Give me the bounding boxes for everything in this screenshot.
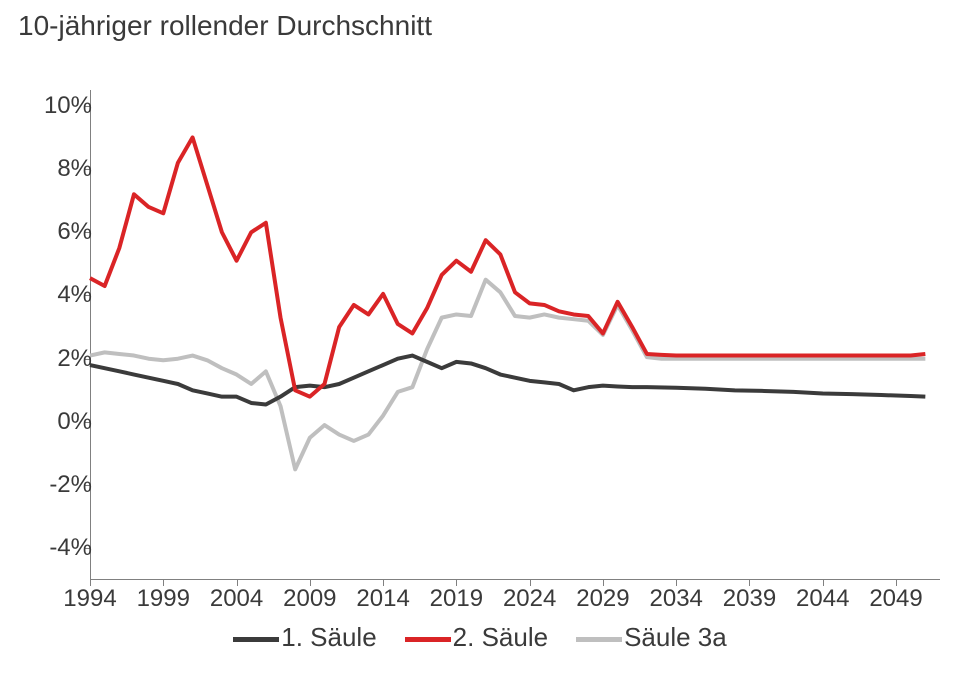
legend-label: Säule 3a bbox=[624, 622, 727, 652]
y-tick-label: 10% bbox=[12, 92, 92, 120]
y-tick-label: -4% bbox=[12, 534, 92, 562]
y-tick-label: 2% bbox=[12, 345, 92, 373]
legend-line-icon bbox=[405, 637, 451, 642]
y-tick-label: 0% bbox=[12, 408, 92, 436]
x-tick-label: 2004 bbox=[210, 585, 263, 613]
x-tick-label: 2019 bbox=[430, 585, 483, 613]
legend-label: 1. Säule bbox=[281, 622, 376, 652]
x-tick-label: 2029 bbox=[576, 585, 629, 613]
plot-area bbox=[90, 90, 940, 580]
chart-lines-svg bbox=[90, 90, 940, 580]
x-tick-label: 1999 bbox=[137, 585, 190, 613]
x-tick-label: 2044 bbox=[796, 585, 849, 613]
x-tick-label: 2039 bbox=[723, 585, 776, 613]
legend: 1. Säule 2. Säule Säule 3a bbox=[0, 622, 960, 653]
legend-label: 2. Säule bbox=[453, 622, 548, 652]
legend-item: 2. Säule bbox=[405, 622, 548, 653]
x-tick-label: 1994 bbox=[63, 585, 116, 613]
x-tick-label: 2034 bbox=[650, 585, 703, 613]
legend-line-icon bbox=[576, 637, 622, 642]
x-tick-label: 2009 bbox=[283, 585, 336, 613]
x-tick-label: 2014 bbox=[356, 585, 409, 613]
y-tick-label: 8% bbox=[12, 155, 92, 183]
x-tick-label: 2049 bbox=[869, 585, 922, 613]
y-tick-label: 6% bbox=[12, 218, 92, 246]
y-tick-label: -2% bbox=[12, 471, 92, 499]
y-tick-label: 4% bbox=[12, 281, 92, 309]
legend-item: Säule 3a bbox=[576, 622, 727, 653]
chart-container: 10-jähriger rollender Durchschnitt 1. Sä… bbox=[0, 0, 960, 685]
chart-title: 10-jähriger rollender Durchschnitt bbox=[18, 10, 432, 42]
legend-line-icon bbox=[233, 637, 279, 642]
legend-item: 1. Säule bbox=[233, 622, 376, 653]
x-tick-label: 2024 bbox=[503, 585, 556, 613]
